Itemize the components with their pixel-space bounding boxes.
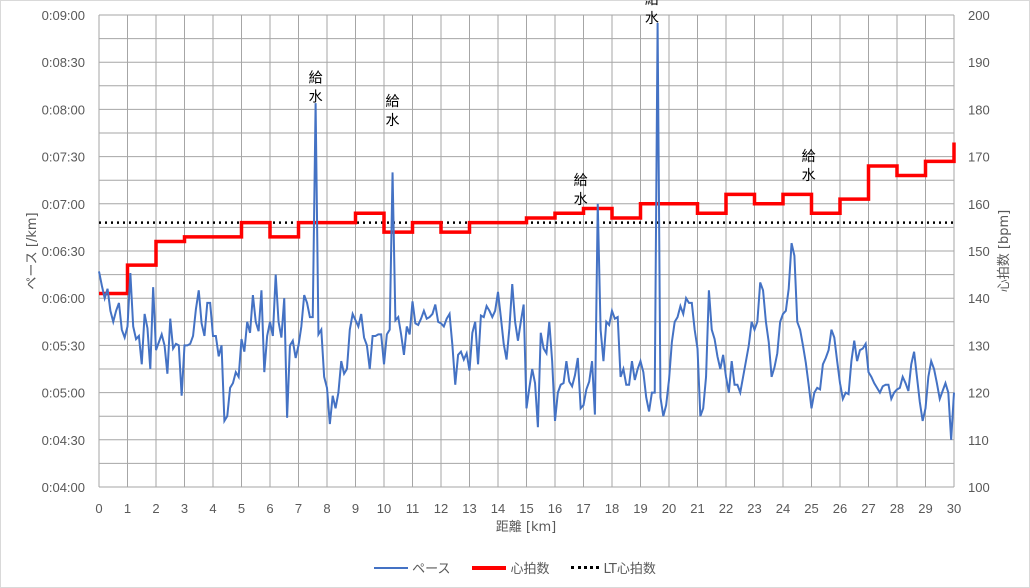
pace-line (98, 22, 955, 440)
y-left-tick-label: 0:04:00 (42, 480, 85, 495)
y-axis-right-ticks: 200 190 180 170 160 150 140 130 120 110 100 (968, 8, 990, 495)
x-tick-label: 12 (434, 501, 448, 516)
annotation-water-station: 給 (386, 94, 400, 110)
annotation-water-station: 水 (309, 90, 323, 106)
y-left-tick-label: 0:06:00 (42, 291, 85, 306)
y-left-tick-label: 0:08:00 (42, 102, 85, 117)
x-tick-label: 30 (947, 501, 961, 516)
y-axis-left-ticks: 0:09:00 0:08:30 0:08:00 0:07:30 0:07:00 0:06:… (42, 8, 85, 495)
x-tick-label: 28 (890, 501, 904, 516)
y-left-tick-label: 0:07:30 (42, 150, 85, 165)
y-axis-right-title: 心拍数 [bpm] (997, 210, 1012, 292)
y-axis-left-title: ペース [/km] (25, 212, 40, 289)
annotation-water-station: 給 (645, 0, 659, 8)
hr-swatch-icon (472, 565, 507, 570)
annotation-water-station: 水 (574, 192, 588, 208)
y-left-tick-label: 0:07:00 (42, 197, 85, 212)
y-left-tick-label: 0:08:30 (42, 55, 85, 70)
x-axis-ticks: 0 1 2 3 4 5 6 7 8 9 10 11 12 13 14 15 16 17 18 19 20 21 22 23 24… (95, 501, 961, 516)
x-tick-label: 15 (519, 501, 533, 516)
x-tick-label: 23 (747, 501, 761, 516)
x-axis-title: 距離 [km] (496, 520, 556, 535)
annotation-water-station: 水 (386, 113, 400, 129)
lt-swatch-icon (571, 566, 600, 569)
y-left-tick-label: 0:04:30 (42, 433, 85, 448)
x-tick-label: 6 (266, 501, 273, 516)
x-tick-label: 16 (548, 501, 562, 516)
x-tick-label: 25 (804, 501, 818, 516)
x-tick-label: 0 (95, 501, 102, 516)
y-left-tick-label: 0:05:30 (42, 338, 85, 353)
x-tick-label: 3 (181, 501, 188, 516)
x-tick-label: 4 (209, 501, 216, 516)
legend-item-hr: 心拍数 (472, 558, 549, 577)
legend-label-hr: 心拍数 (510, 562, 550, 577)
x-tick-label: 17 (576, 501, 590, 516)
x-tick-label: 5 (238, 501, 245, 516)
legend: ペース 心拍数 LT心拍数 (0, 558, 1030, 577)
legend-label-pace: ペース (412, 562, 451, 577)
annotation-water-station: 給 (802, 149, 816, 165)
x-tick-label: 21 (690, 501, 704, 516)
y-left-tick-label: 0:05:00 (42, 386, 85, 401)
y-right-tick-label: 110 (968, 433, 989, 448)
y-right-tick-label: 120 (968, 386, 990, 401)
x-tick-label: 20 (662, 501, 676, 516)
y-right-tick-label: 200 (968, 8, 990, 23)
annotation-water-station: 水 (645, 11, 659, 27)
y-left-tick-label: 0:06:30 (42, 244, 85, 259)
x-tick-label: 10 (377, 501, 391, 516)
y-right-tick-label: 150 (968, 244, 990, 259)
x-tick-label: 2 (152, 501, 159, 516)
x-tick-label: 14 (491, 501, 505, 516)
x-tick-label: 26 (833, 501, 847, 516)
x-tick-label: 7 (295, 501, 302, 516)
y-right-tick-label: 160 (968, 197, 990, 212)
x-tick-label: 13 (462, 501, 476, 516)
x-tick-label: 19 (633, 501, 647, 516)
x-tick-label: 22 (719, 501, 733, 516)
y-right-tick-label: 100 (968, 480, 990, 495)
annotation-water-station: 水 (802, 168, 816, 184)
heart-rate-line (99, 142, 956, 296)
y-right-tick-label: 190 (968, 55, 990, 70)
legend-item-lt: LT心拍数 (571, 558, 656, 577)
y-right-tick-label: 130 (968, 338, 990, 353)
y-right-tick-label: 170 (968, 150, 990, 165)
pace-swatch-icon (374, 566, 409, 569)
legend-label-lt: LT心拍数 (603, 562, 656, 577)
x-tick-label: 1 (124, 501, 131, 516)
y-right-tick-label: 140 (968, 291, 990, 306)
x-tick-label: 29 (918, 501, 932, 516)
x-tick-label: 8 (323, 501, 330, 516)
x-tick-label: 9 (352, 501, 359, 516)
water-station-annotations: 給水給水給水給水給水 (309, 0, 816, 208)
y-right-tick-label: 180 (968, 102, 990, 117)
x-tick-label: 18 (605, 501, 619, 516)
x-tick-label: 27 (861, 501, 875, 516)
legend-item-pace: ペース (374, 558, 450, 577)
y-left-tick-label: 0:09:00 (42, 8, 85, 23)
annotation-water-station: 給 (574, 173, 588, 189)
x-tick-label: 11 (406, 501, 420, 516)
x-tick-label: 24 (776, 501, 790, 516)
annotation-water-station: 給 (309, 71, 323, 87)
